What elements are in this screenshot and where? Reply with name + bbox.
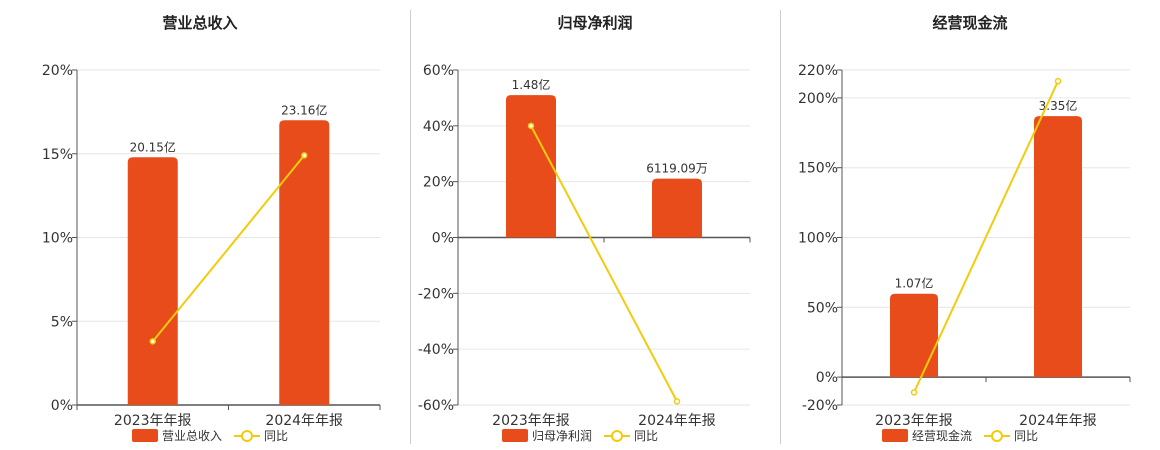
bar-data-label: 1.48亿 bbox=[512, 77, 551, 92]
chart-svg: 0% 5% 10% 15% 20% 2023年年报 2024年年报 20.15亿 23.16亿 bbox=[42, 63, 381, 429]
x-tick-label: 2024年年报 bbox=[1019, 413, 1097, 429]
yoy-line bbox=[913, 80, 1059, 393]
x-tick-label: 2023年年报 bbox=[492, 413, 570, 429]
yoy-point bbox=[149, 338, 156, 345]
y-tick-label: 50% bbox=[807, 300, 838, 316]
bar-data-label: 23.16亿 bbox=[281, 102, 327, 117]
yoy-point bbox=[1054, 77, 1062, 85]
legend-bar-swatch bbox=[132, 429, 158, 442]
yoy-line bbox=[151, 154, 306, 342]
y-tick-label: 20% bbox=[423, 175, 454, 191]
legend: 营业总收入 同比 bbox=[132, 427, 288, 444]
y-tick-label: -20% bbox=[418, 286, 454, 302]
bar bbox=[1034, 116, 1082, 378]
legend-bar-swatch bbox=[882, 429, 908, 442]
chart-title: 经营现金流 bbox=[932, 14, 1008, 32]
bar bbox=[890, 293, 938, 378]
y-tick-label: -60% bbox=[418, 398, 454, 414]
y-tick-label: 10% bbox=[42, 231, 73, 247]
chart-panel-net-profit: 归母净利润 -60% -40% -20% 0% 20% 40% 60% 2023年年报 2024… bbox=[410, 0, 780, 450]
legend-line-label: 同比 bbox=[634, 429, 659, 443]
y-tick-label: -40% bbox=[418, 342, 454, 358]
legend-bar-label: 归母净利润 bbox=[532, 429, 593, 443]
bar-data-label: 1.07亿 bbox=[895, 276, 934, 291]
bar bbox=[652, 178, 702, 238]
y-tick-label: -20% bbox=[802, 398, 838, 414]
y-tick-label: 0% bbox=[51, 398, 73, 414]
legend-bar-swatch bbox=[502, 429, 528, 442]
chart-title: 归母净利润 bbox=[557, 14, 633, 32]
x-tick-label: 2024年年报 bbox=[265, 413, 343, 429]
y-tick-label: 15% bbox=[42, 147, 73, 163]
chart-svg: -60% -40% -20% 0% 20% 40% 60% 2023年年报 2024年年报 1.4… bbox=[418, 63, 751, 429]
yoy-point bbox=[673, 398, 681, 405]
legend-bar-label: 经营现金流 bbox=[912, 429, 973, 443]
y-tick-label: 200% bbox=[798, 91, 838, 107]
yoy-point bbox=[301, 152, 308, 159]
y-tick-label: 220% bbox=[798, 63, 838, 79]
y-tick-label: 5% bbox=[51, 314, 73, 330]
legend-bar-label: 营业总收入 bbox=[162, 429, 223, 443]
bar-data-label: 6119.09万 bbox=[646, 162, 708, 176]
panel-divider bbox=[780, 10, 781, 444]
x-tick-label: 2024年年报 bbox=[638, 413, 716, 429]
bar-data-label: 20.15亿 bbox=[130, 139, 176, 154]
chart-panel-cash-flow: 经营现金流 -20% 0% 50% 100% 150% 200% 220% 2023年年报 20… bbox=[780, 0, 1160, 450]
legend-line-swatch bbox=[604, 429, 631, 442]
yoy-point bbox=[910, 389, 918, 396]
legend: 归母净利润 同比 bbox=[502, 427, 658, 444]
bar bbox=[506, 95, 556, 238]
legend-line-label: 同比 bbox=[264, 429, 289, 443]
y-tick-label: 20% bbox=[42, 63, 73, 79]
x-tick-label: 2023年年报 bbox=[875, 413, 953, 429]
y-tick-label: 150% bbox=[798, 161, 838, 177]
chart-title: 营业总收入 bbox=[162, 14, 238, 32]
chart-panel-revenue: 营业总收入 0% 5% 10% 15% 20% 2023年年报 2024年年报 20.15亿 2… bbox=[0, 0, 400, 450]
bar bbox=[279, 120, 330, 405]
x-tick-label: 2023年年报 bbox=[114, 413, 192, 429]
panel-divider bbox=[410, 10, 411, 444]
y-tick-label: 100% bbox=[798, 231, 838, 247]
chart-svg: -20% 0% 50% 100% 150% 200% 220% 2023年年报 2024年年报 1… bbox=[798, 63, 1131, 429]
legend-line-swatch bbox=[234, 429, 261, 442]
bar bbox=[127, 157, 178, 405]
y-tick-label: 40% bbox=[423, 119, 454, 135]
y-tick-label: 60% bbox=[423, 63, 454, 79]
yoy-point bbox=[527, 122, 535, 130]
legend-line-swatch bbox=[984, 429, 1011, 442]
y-tick-label: 0% bbox=[816, 370, 838, 386]
legend: 经营现金流 同比 bbox=[882, 427, 1038, 444]
yoy-line bbox=[530, 125, 678, 402]
y-tick-label: 0% bbox=[432, 231, 454, 247]
legend-line-label: 同比 bbox=[1014, 429, 1039, 443]
